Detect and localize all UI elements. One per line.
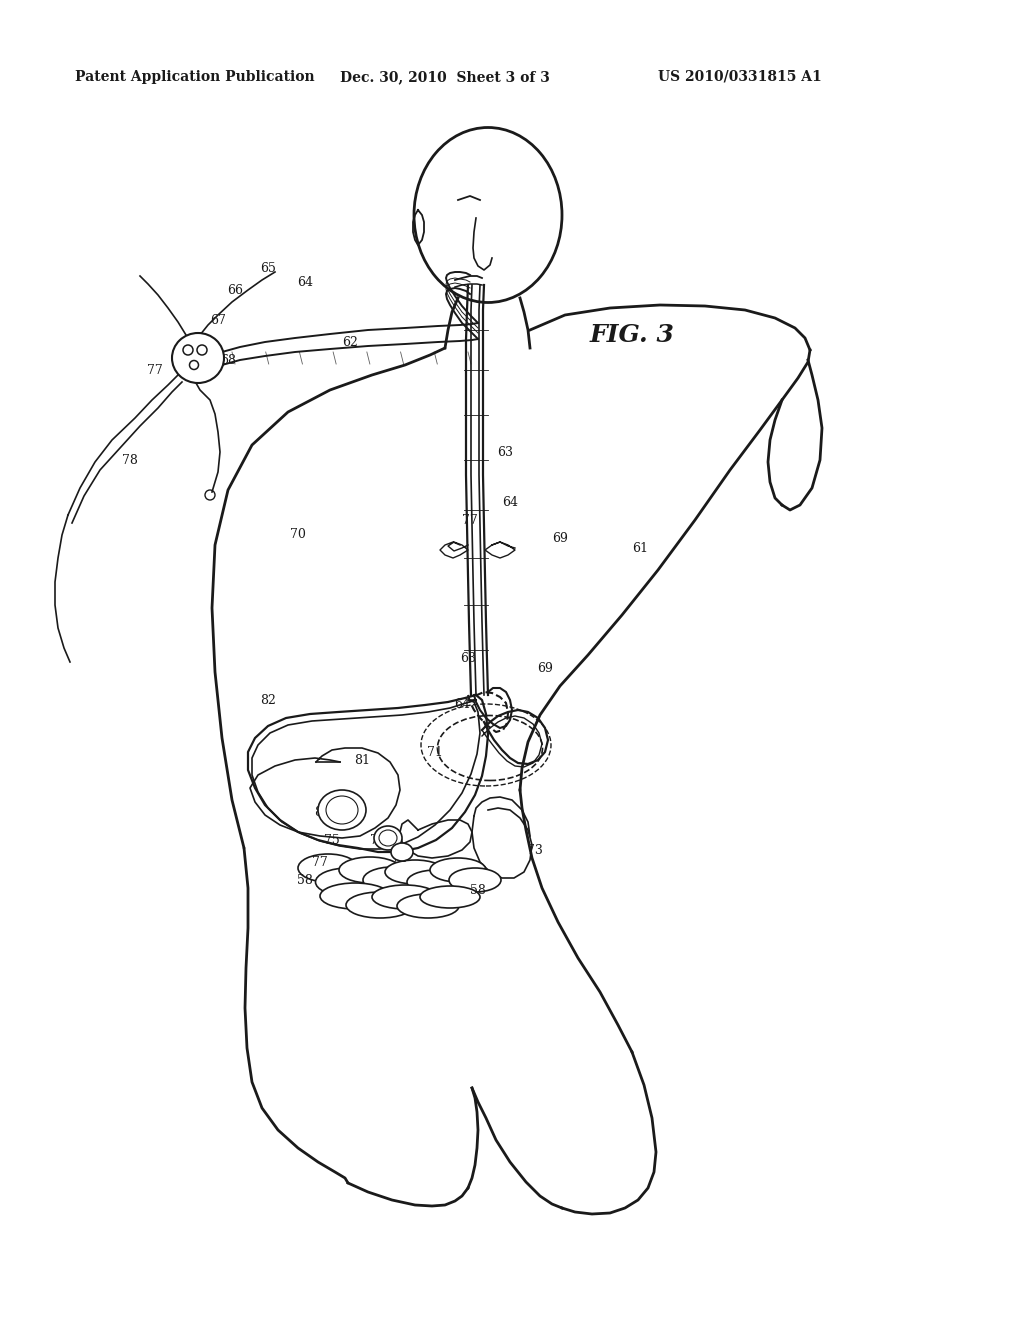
Text: 72: 72 bbox=[370, 833, 386, 846]
Text: 62: 62 bbox=[342, 335, 358, 348]
Ellipse shape bbox=[407, 870, 465, 894]
Text: 66: 66 bbox=[227, 284, 243, 297]
Ellipse shape bbox=[298, 854, 358, 882]
Text: 75: 75 bbox=[325, 833, 340, 846]
Text: 69: 69 bbox=[552, 532, 568, 544]
Text: 67: 67 bbox=[210, 314, 226, 326]
Text: 77: 77 bbox=[312, 855, 328, 869]
Text: FIG. 3: FIG. 3 bbox=[590, 323, 675, 347]
Text: 73: 73 bbox=[527, 843, 543, 857]
Text: 64: 64 bbox=[502, 495, 518, 508]
Text: 63: 63 bbox=[497, 446, 513, 458]
Text: 58: 58 bbox=[470, 883, 486, 896]
Text: 70: 70 bbox=[290, 528, 306, 541]
Ellipse shape bbox=[172, 333, 224, 383]
Text: 68: 68 bbox=[220, 354, 236, 367]
Ellipse shape bbox=[420, 886, 480, 908]
Text: 58: 58 bbox=[297, 874, 313, 887]
Ellipse shape bbox=[319, 883, 390, 909]
Ellipse shape bbox=[430, 858, 486, 882]
Text: 76: 76 bbox=[392, 851, 408, 865]
Text: 78: 78 bbox=[122, 454, 138, 466]
Text: 82: 82 bbox=[260, 693, 275, 706]
Text: 61: 61 bbox=[632, 541, 648, 554]
Ellipse shape bbox=[315, 869, 381, 896]
Text: 64: 64 bbox=[454, 698, 470, 711]
Text: 81: 81 bbox=[354, 754, 370, 767]
Text: Dec. 30, 2010  Sheet 3 of 3: Dec. 30, 2010 Sheet 3 of 3 bbox=[340, 70, 550, 84]
Text: 77: 77 bbox=[462, 513, 478, 527]
Text: 64: 64 bbox=[297, 276, 313, 289]
Text: 71: 71 bbox=[427, 746, 443, 759]
Text: US 2010/0331815 A1: US 2010/0331815 A1 bbox=[658, 70, 821, 84]
Text: 80: 80 bbox=[314, 805, 330, 818]
Text: Patent Application Publication: Patent Application Publication bbox=[75, 70, 314, 84]
Text: 63: 63 bbox=[460, 652, 476, 664]
Ellipse shape bbox=[362, 867, 421, 894]
Ellipse shape bbox=[449, 869, 501, 892]
Ellipse shape bbox=[346, 892, 414, 917]
Ellipse shape bbox=[374, 826, 402, 850]
Text: 69: 69 bbox=[537, 661, 553, 675]
Ellipse shape bbox=[397, 894, 459, 917]
Ellipse shape bbox=[385, 861, 445, 884]
Ellipse shape bbox=[339, 857, 401, 883]
Ellipse shape bbox=[318, 789, 366, 830]
Text: 65: 65 bbox=[260, 261, 275, 275]
Text: 77: 77 bbox=[147, 363, 163, 376]
Ellipse shape bbox=[391, 843, 413, 861]
Ellipse shape bbox=[372, 884, 438, 909]
